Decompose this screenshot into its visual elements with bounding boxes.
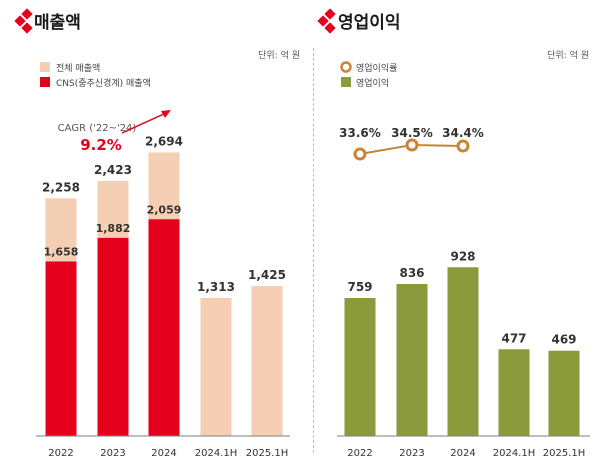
margin-point bbox=[353, 147, 367, 161]
left-x-tick-labels: 2022 2023 2024 2024.1H 2025.1H bbox=[48, 448, 288, 459]
right-x-tick-labels: 2022 2023 2024 2024.1H 2025.1H bbox=[347, 448, 585, 459]
value-label-operating-income: 759 bbox=[347, 280, 372, 294]
bar-operating-income bbox=[344, 298, 376, 436]
bar-cns-revenue bbox=[45, 261, 77, 436]
legend-label-margin: 영업이익률 bbox=[356, 62, 397, 74]
bar-total-revenue bbox=[200, 297, 232, 436]
left-bars bbox=[45, 152, 283, 436]
x-tick-label: 2024.1H bbox=[195, 448, 238, 459]
value-label-operating-income: 469 bbox=[551, 333, 576, 347]
value-label-cns-revenue: 1,882 bbox=[96, 222, 131, 235]
x-tick-label: 2025.1H bbox=[246, 448, 289, 459]
legend-swatch-cns bbox=[40, 77, 50, 87]
right-chart-title: 영업이익 bbox=[338, 13, 401, 33]
margin-value-label: 34.4% bbox=[442, 126, 484, 140]
right-panel-header: 영업이익 단위: 억 원 bbox=[317, 8, 589, 61]
diamond-logo-icon bbox=[14, 8, 33, 34]
bar-operating-income bbox=[498, 349, 530, 436]
legend-label-op: 영업이익 bbox=[356, 77, 389, 89]
legend-swatch-total bbox=[40, 62, 50, 72]
right-bars bbox=[344, 267, 580, 436]
bar-cns-revenue bbox=[97, 237, 129, 436]
legend-label-total: 전체 매출액 bbox=[56, 62, 100, 74]
value-label-total-revenue: 2,258 bbox=[42, 180, 80, 194]
margin-value-label: 33.6% bbox=[339, 126, 381, 140]
bar-operating-income bbox=[447, 267, 479, 436]
margin-point bbox=[405, 138, 419, 152]
legend-swatch-op bbox=[341, 77, 351, 87]
x-tick-label: 2023 bbox=[100, 448, 125, 459]
value-label-operating-income: 836 bbox=[399, 266, 424, 280]
value-label-total-revenue: 1,425 bbox=[248, 268, 286, 282]
x-tick-label: 2023 bbox=[399, 448, 424, 459]
cagr-arrow-icon bbox=[121, 110, 171, 134]
bar-total-revenue bbox=[251, 286, 283, 436]
cagr-annotation: CAGR ('22~'24) 9.2% bbox=[58, 110, 171, 154]
left-unit-label: 단위: 억 원 bbox=[258, 49, 300, 61]
left-legend: 전체 매출액 CNS(중추신경계) 매출액 bbox=[40, 62, 151, 89]
x-tick-label: 2022 bbox=[48, 448, 73, 459]
margin-value-label: 34.5% bbox=[391, 126, 433, 140]
value-label-total-revenue: 2,694 bbox=[145, 134, 183, 148]
legend-label-cns: CNS(중추신경계) 매출액 bbox=[56, 77, 151, 89]
bar-operating-income bbox=[396, 284, 428, 436]
x-tick-label: 2024.1H bbox=[493, 448, 536, 459]
margin-point bbox=[456, 139, 470, 153]
cagr-label: CAGR ('22~'24) bbox=[58, 123, 137, 134]
x-tick-label: 2022 bbox=[347, 448, 372, 459]
right-value-labels: 759 836 928 477 469 bbox=[347, 249, 576, 346]
right-legend: 영업이익률 영업이익 bbox=[340, 61, 397, 89]
bar-cns-revenue bbox=[148, 219, 180, 436]
left-chart-title: 매출액 bbox=[34, 13, 81, 33]
cagr-value: 9.2% bbox=[80, 136, 122, 154]
operating-margin-line: 33.6% 34.5% 34.4% bbox=[339, 126, 484, 161]
value-label-cns-revenue: 2,059 bbox=[147, 203, 182, 216]
value-label-operating-income: 928 bbox=[450, 249, 475, 263]
panel-divider bbox=[313, 48, 314, 453]
value-label-total-revenue: 1,313 bbox=[197, 280, 235, 294]
diamond-logo-icon bbox=[317, 8, 336, 34]
x-tick-label: 2024 bbox=[450, 448, 475, 459]
legend-marker-margin bbox=[340, 61, 352, 73]
x-tick-label: 2024 bbox=[151, 448, 176, 459]
bar-operating-income bbox=[548, 350, 580, 436]
value-label-total-revenue: 2,423 bbox=[94, 163, 132, 177]
left-panel-header: 매출액 단위: 억 원 bbox=[14, 8, 300, 61]
x-tick-label: 2025.1H bbox=[543, 448, 586, 459]
left-value-labels: 2,258 1,658 2,423 1,882 2,694 2,059 1,313 1,425 bbox=[42, 134, 286, 293]
value-label-operating-income: 477 bbox=[501, 331, 526, 345]
value-label-cns-revenue: 1,658 bbox=[44, 245, 79, 258]
right-unit-label: 단위: 억 원 bbox=[547, 49, 589, 61]
